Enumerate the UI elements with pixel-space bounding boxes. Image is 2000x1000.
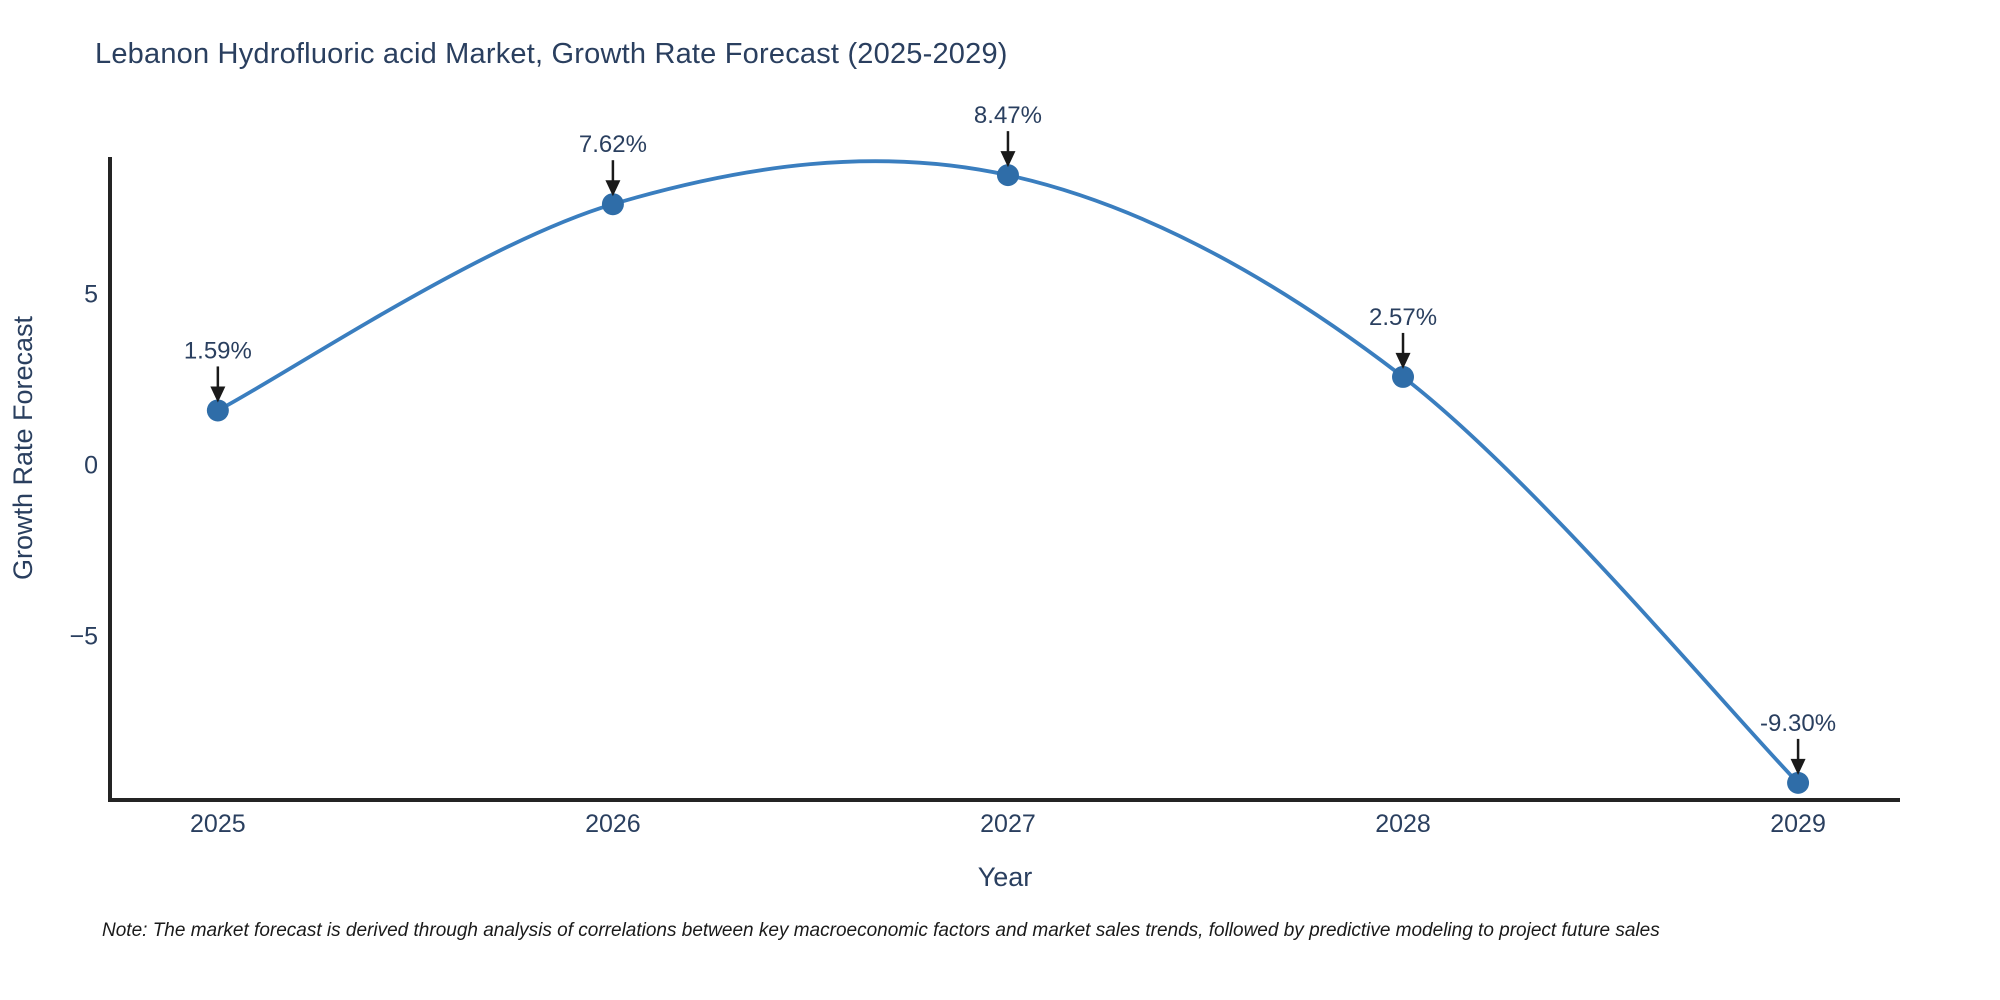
y-axis-title: Growth Rate Forecast: [8, 315, 38, 580]
y-tick-label: 5: [84, 281, 98, 309]
annotation-label: 1.59%: [184, 337, 252, 364]
annotation-arrowhead-icon: [210, 386, 226, 403]
annotation-2025: 1.59%: [184, 337, 252, 403]
x-tick-label: 2029: [1770, 810, 1826, 838]
annotation-label: -9.30%: [1760, 710, 1836, 737]
data-point-2026: [601, 193, 624, 216]
annotation-label: 8.47%: [974, 102, 1042, 129]
annotation-arrowhead-icon: [1000, 151, 1016, 168]
x-tick-label: 2025: [190, 810, 246, 838]
annotation-2027: 8.47%: [974, 102, 1042, 168]
annotation-2026: 7.62%: [579, 131, 647, 197]
annotation-arrowhead-icon: [1790, 758, 1806, 775]
annotation-2028: 2.57%: [1369, 304, 1437, 369]
chart-title: Lebanon Hydrofluoric acid Market, Growth…: [95, 38, 1008, 70]
annotation-arrowhead-icon: [605, 180, 621, 197]
x-tick-label: 2027: [980, 810, 1036, 838]
annotation-arrowhead-icon: [1395, 352, 1411, 369]
x-tick-label: 2026: [585, 810, 641, 838]
x-axis-title: Year: [978, 862, 1033, 892]
data-point-2025: [206, 399, 229, 422]
y-tick-label: 0: [84, 452, 98, 480]
y-tick-label: −5: [69, 623, 98, 651]
annotation-2029: -9.30%: [1760, 710, 1836, 775]
data-point-2029: [1787, 771, 1810, 794]
data-point-2028: [1392, 365, 1415, 388]
forecast-spline-line: [215, 159, 1800, 785]
data-point-2027: [996, 164, 1019, 187]
annotation-label: 2.57%: [1369, 304, 1437, 331]
x-tick-label: 2028: [1375, 810, 1431, 838]
annotation-label: 7.62%: [579, 131, 647, 158]
footnote: Note: The market forecast is derived thr…: [102, 920, 1660, 941]
